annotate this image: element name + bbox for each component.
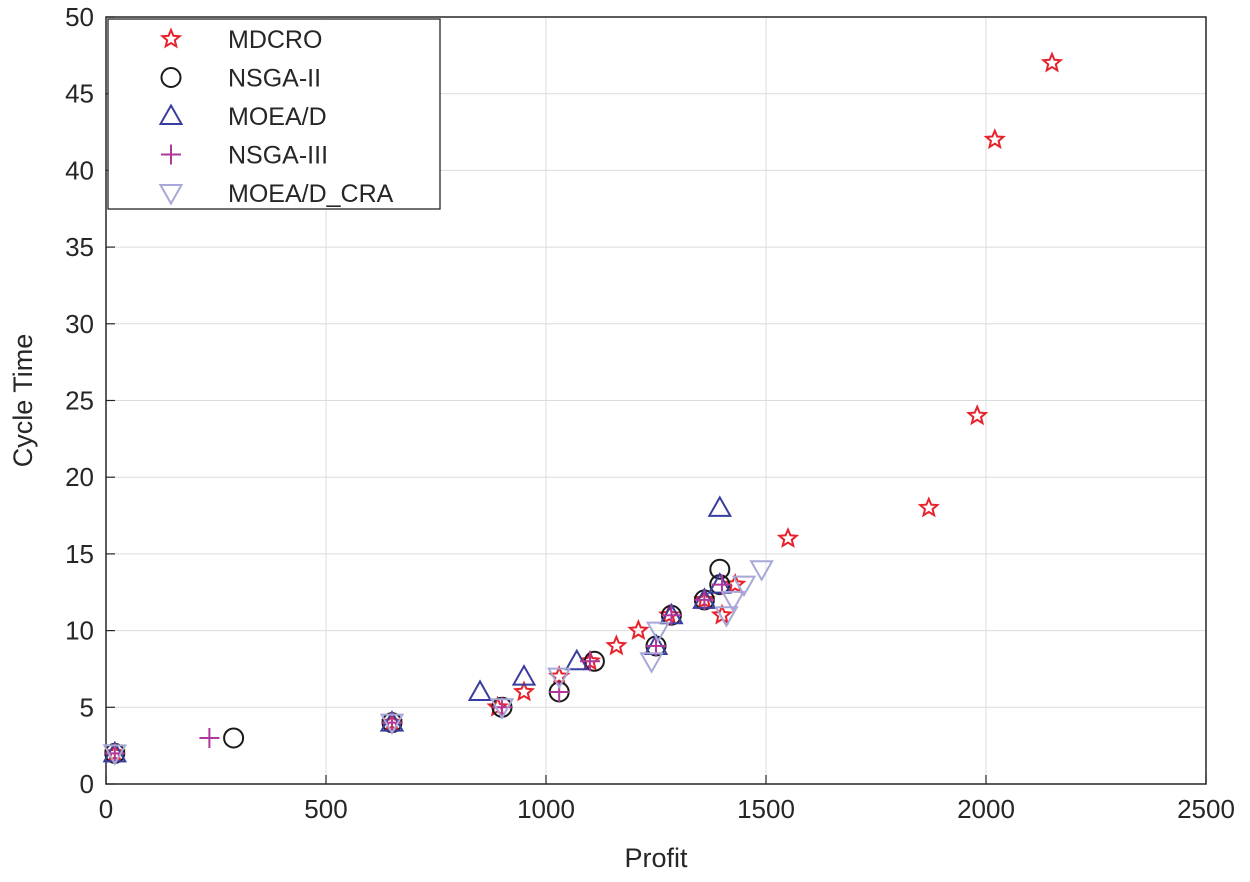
legend-label: NSGA-II: [228, 65, 321, 93]
data-point: [917, 496, 940, 518]
legend-item: MOEA/D_CRA: [158, 180, 394, 208]
data-point: [776, 527, 800, 548]
y-tick-label: 25: [65, 386, 94, 416]
data-point: [512, 680, 536, 702]
y-tick-label: 5: [80, 692, 94, 722]
x-tick-label: 1000: [517, 794, 575, 824]
y-tick-label: 40: [65, 155, 94, 185]
data-point: [707, 495, 733, 517]
legend-marker: [159, 27, 183, 49]
data-point: [102, 744, 128, 766]
data-point: [564, 648, 590, 671]
data-point: [546, 667, 572, 690]
y-tick-label: 45: [65, 79, 94, 109]
data-point: [223, 727, 245, 749]
y-axis-label: Cycle Time: [8, 334, 38, 468]
legend-item: MDCRO: [159, 26, 322, 54]
y-tick-label: 0: [80, 769, 94, 799]
x-tick-label: 500: [304, 794, 347, 824]
data-point: [379, 713, 405, 736]
data-point: [707, 572, 733, 594]
data-point: [709, 558, 731, 580]
legend-label: NSGA-III: [228, 142, 328, 170]
data-point: [639, 652, 664, 674]
data-point: [966, 404, 989, 426]
x-tick-label: 0: [99, 794, 113, 824]
data-point: [605, 634, 628, 656]
series-moea-d-cra: [102, 560, 774, 766]
y-tick-label: 30: [65, 309, 94, 339]
legend-marker: [158, 103, 184, 125]
legend-marker: [161, 144, 181, 165]
data-point: [645, 621, 671, 644]
legend-label: MOEA/D: [228, 103, 327, 131]
data-point: [720, 590, 746, 613]
legend-label: MDCRO: [228, 26, 322, 54]
data-point: [489, 698, 515, 720]
data-point: [983, 128, 1006, 150]
legend-marker: [158, 184, 184, 206]
data-point: [580, 651, 600, 672]
y-tick-label: 15: [65, 539, 94, 569]
legend-item: NSGA-II: [160, 65, 321, 93]
legend: MDCRO NSGA-II MOEA/D NSGA-III MOEA/D_CRA: [107, 18, 441, 210]
data-point: [627, 618, 650, 641]
data-point: [511, 664, 537, 686]
axis-ticks: 0 500 1000 1500 2000 2500 0 5 10 15 20 25 30 35 40 45 50: [65, 2, 1235, 824]
y-tick-label: 50: [65, 2, 94, 32]
series-nsga-iii: [104, 574, 732, 764]
y-tick-label: 10: [65, 616, 94, 646]
legend-marker: [160, 67, 182, 88]
legend-label: MOEA/D_CRA: [228, 180, 394, 208]
data-point: [467, 679, 493, 701]
data-points: [102, 51, 1064, 766]
legend-item: MOEA/D: [158, 103, 327, 131]
data-point: [1040, 51, 1064, 73]
data-point: [199, 727, 220, 748]
legend-box: [107, 18, 441, 210]
series-nsga-ii: [104, 558, 731, 764]
x-axis-label: Profit: [624, 843, 688, 873]
data-point: [749, 560, 774, 582]
x-tick-label: 2000: [957, 794, 1015, 824]
y-tick-label: 20: [65, 462, 94, 492]
x-tick-label: 2500: [1177, 794, 1235, 824]
data-point: [694, 589, 715, 610]
x-tick-label: 1500: [737, 794, 795, 824]
data-point: [731, 575, 757, 598]
data-point: [661, 605, 682, 626]
data-point: [714, 606, 739, 628]
series-moea-d: [102, 495, 733, 763]
legend-item: NSGA-III: [161, 142, 328, 170]
y-tick-label: 35: [65, 232, 94, 262]
